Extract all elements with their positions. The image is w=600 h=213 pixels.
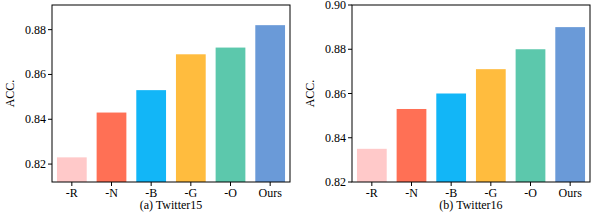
bar [176,54,206,182]
y-tick [348,182,352,183]
y-tick [348,93,352,94]
caption: (b) Twitter16 [439,198,502,212]
x-tick-label: -O [524,186,537,200]
y-tick-label: 0.82 [25,157,46,171]
y-tick-label: 0.90 [325,0,346,12]
x-tick-label: Ours [558,186,582,200]
y-tick-label: 0.84 [325,131,346,145]
bar [436,94,466,183]
figure: 0.820.840.860.88-R-N-B-G-OOursACC.(a) Tw… [0,0,600,213]
root: 0.820.840.860.88-R-N-B-G-OOursACC.(a) Tw… [0,0,600,213]
y-tick [48,74,52,75]
frame [352,5,590,182]
bar [255,25,285,182]
y-tick-label: 0.88 [25,23,46,37]
panel: 0.820.840.860.88-R-N-B-G-OOursACC.(a) Tw… [3,5,290,212]
y-tick-label: 0.82 [325,175,346,189]
frame [52,5,290,182]
bars [57,25,285,182]
bar [476,69,506,182]
bar [216,48,246,182]
y-tick [48,164,52,165]
y-tick [48,119,52,120]
y-axis-label: ACC. [3,80,17,108]
caption: (a) Twitter15 [140,198,203,212]
x-tick-label: -N [405,186,418,200]
y-tick-label: 0.86 [325,87,346,101]
y-tick-label: 0.84 [25,112,46,126]
x-tick-label: Ours [258,186,282,200]
y-tick [48,29,52,30]
bar [97,113,127,182]
bar [516,49,546,182]
y-tick-label: 0.86 [25,67,46,81]
x-tick-label: -R [366,186,378,200]
x-tick-label: -R [66,186,78,200]
bar [136,90,166,182]
bar [555,27,585,182]
y-tick [348,5,352,6]
y-axis-label: ACC. [303,80,317,108]
y-tick-label: 0.88 [325,42,346,56]
bar [397,109,427,182]
y-tick [348,137,352,138]
x-tick-label: -O [224,186,237,200]
x-tick-label: -N [105,186,118,200]
y-tick [348,49,352,50]
bar [57,157,87,182]
bar [357,149,387,182]
bars [357,27,585,182]
panel: 0.820.840.860.880.90-R-N-B-G-OOursACC.(b… [303,0,590,212]
